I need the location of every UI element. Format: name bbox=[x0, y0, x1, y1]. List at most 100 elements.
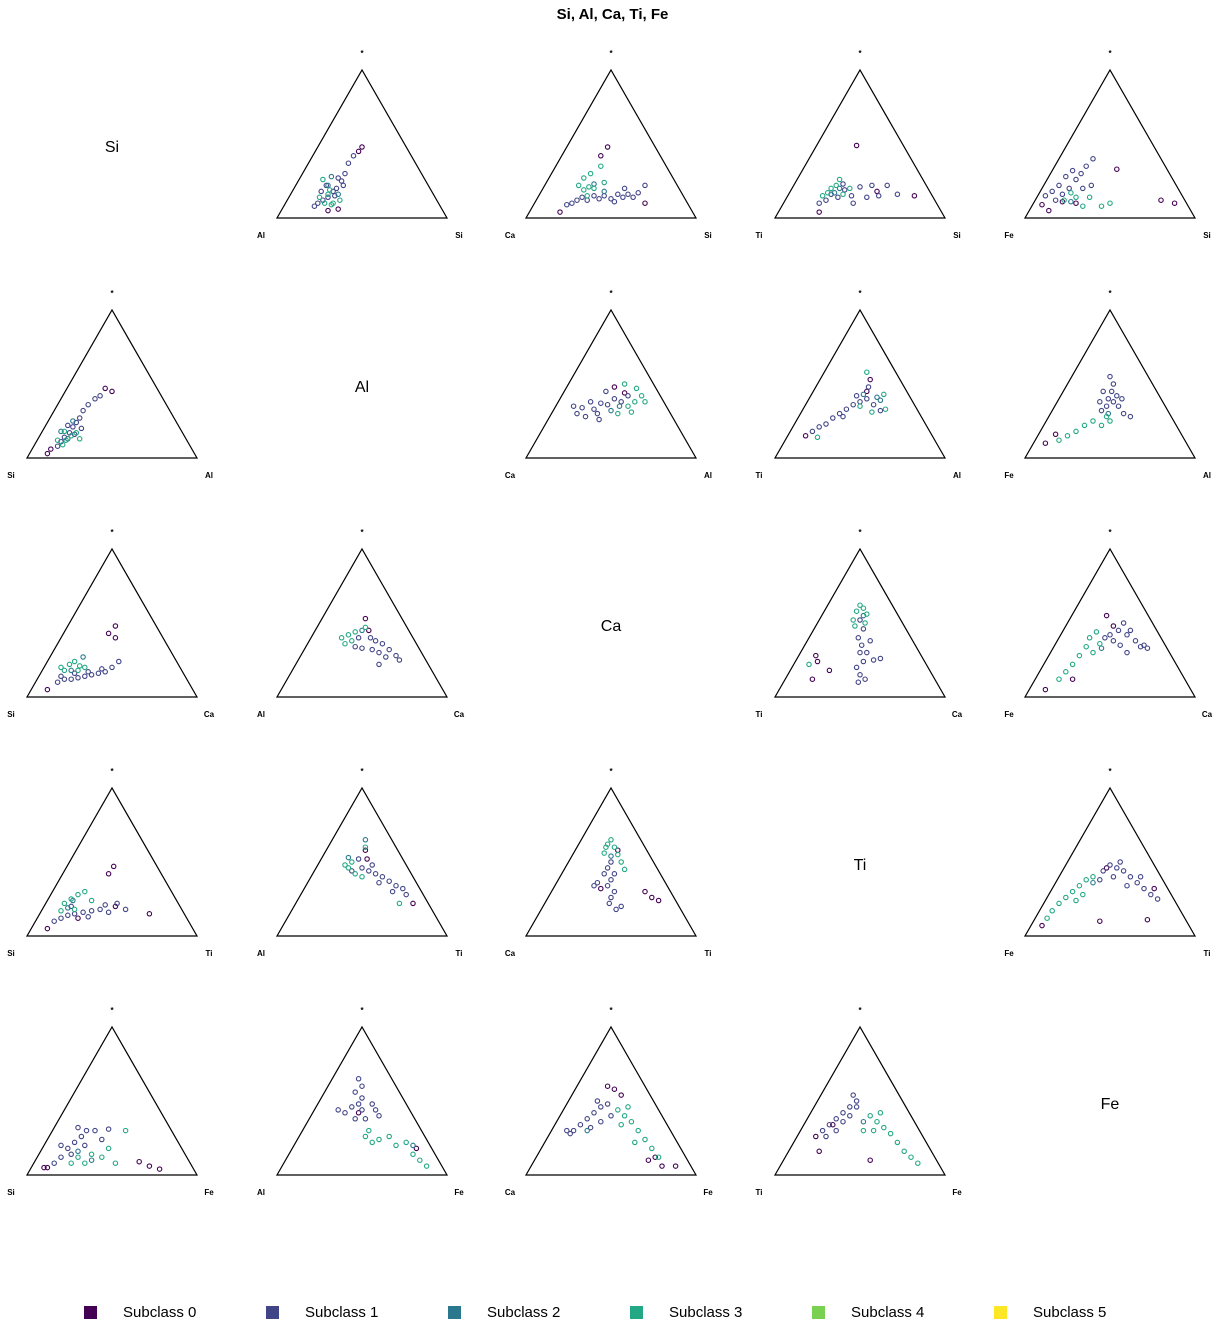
data-point bbox=[833, 1127, 839, 1134]
data-point bbox=[48, 446, 54, 452]
vertex-label-right: Ti bbox=[705, 949, 712, 958]
data-point bbox=[65, 1145, 71, 1152]
data-point bbox=[1068, 190, 1074, 196]
vertex-label-right: Al bbox=[205, 471, 213, 480]
data-point bbox=[316, 194, 323, 201]
data-point bbox=[1171, 200, 1178, 206]
data-point bbox=[826, 667, 833, 674]
data-point bbox=[44, 1164, 51, 1171]
data-point bbox=[102, 385, 108, 392]
data-point bbox=[655, 1154, 662, 1160]
vertex-label-right: Al bbox=[704, 471, 712, 480]
data-point bbox=[860, 658, 867, 665]
data-point bbox=[598, 163, 604, 169]
data-point bbox=[608, 407, 614, 414]
vertex-label-right: Ti bbox=[1204, 949, 1211, 958]
vertex-label-left: Al bbox=[257, 231, 265, 240]
legend-item: Subclass 1 bbox=[266, 1300, 378, 1324]
ternary-triangle bbox=[1023, 308, 1197, 459]
data-point bbox=[611, 1086, 618, 1092]
legend-item: Subclass 0 bbox=[84, 1300, 196, 1324]
data-point bbox=[63, 437, 69, 443]
data-point bbox=[1124, 632, 1130, 638]
data-point bbox=[874, 394, 880, 401]
ternary-panel-ca-si: * Si Ca bbox=[7, 528, 214, 719]
data-point bbox=[1056, 676, 1062, 682]
data-point bbox=[853, 1104, 860, 1110]
data-point bbox=[570, 1127, 577, 1134]
data-point bbox=[359, 874, 365, 880]
data-point bbox=[1090, 649, 1096, 656]
data-point bbox=[342, 170, 348, 177]
data-point bbox=[596, 416, 602, 423]
data-point bbox=[809, 428, 816, 435]
legend-label: Subclass 3 bbox=[669, 1303, 743, 1321]
ternary-panel-ca-al: * Al Ca bbox=[257, 528, 465, 719]
data-point bbox=[1073, 194, 1079, 201]
data-point bbox=[82, 1160, 88, 1166]
data-point bbox=[1144, 645, 1151, 651]
data-point bbox=[672, 1163, 679, 1169]
data-point bbox=[325, 182, 331, 189]
ternary-triangle bbox=[275, 547, 449, 698]
vertex-label-left: Fe bbox=[1004, 471, 1014, 480]
data-point bbox=[1061, 197, 1067, 203]
data-point bbox=[625, 1104, 631, 1110]
data-point bbox=[423, 1163, 430, 1169]
data-point bbox=[604, 1083, 611, 1089]
data-point bbox=[1107, 373, 1113, 380]
data-point bbox=[1064, 433, 1071, 439]
data-point bbox=[393, 882, 399, 889]
data-point bbox=[860, 605, 867, 611]
ternary-panel-ti-ca: * Ca Ti bbox=[505, 767, 712, 958]
data-point bbox=[874, 188, 880, 195]
ternary-panel-fe-ca: * Ca Fe bbox=[505, 1006, 713, 1197]
data-point bbox=[853, 142, 860, 149]
ternary-triangle bbox=[773, 547, 947, 698]
data-point bbox=[1097, 399, 1103, 405]
data-point bbox=[601, 850, 607, 856]
data-point bbox=[1073, 176, 1079, 183]
vertex-label-right: Si bbox=[1203, 231, 1211, 240]
data-point bbox=[1107, 862, 1113, 868]
data-point bbox=[58, 915, 64, 921]
data-point bbox=[860, 391, 867, 398]
data-point bbox=[345, 160, 352, 166]
data-point bbox=[1076, 882, 1083, 889]
data-point bbox=[1127, 413, 1134, 420]
data-point bbox=[1066, 185, 1072, 192]
data-point bbox=[816, 424, 822, 430]
ternary-triangle bbox=[524, 1025, 698, 1176]
data-point bbox=[813, 652, 819, 659]
data-point bbox=[618, 859, 624, 865]
data-point bbox=[877, 1110, 884, 1116]
vertex-label-left: Si bbox=[7, 1188, 15, 1197]
data-point bbox=[95, 670, 102, 677]
data-point bbox=[76, 436, 83, 442]
data-point bbox=[71, 1139, 78, 1146]
data-point bbox=[68, 676, 74, 682]
data-point bbox=[591, 882, 597, 889]
vertex-label-left: Ti bbox=[756, 1188, 763, 1197]
data-point bbox=[870, 401, 877, 408]
data-point bbox=[1052, 197, 1059, 203]
data-point bbox=[618, 1092, 624, 1098]
data-point bbox=[396, 657, 403, 663]
data-point bbox=[350, 153, 357, 159]
ternary-panel-al-si: * Si Al bbox=[7, 289, 213, 480]
data-point bbox=[864, 369, 870, 375]
diagonal-label-al: Al bbox=[355, 379, 369, 396]
data-point bbox=[852, 623, 858, 629]
ternary-triangle bbox=[25, 308, 199, 459]
data-point bbox=[156, 1166, 163, 1172]
legend-swatch bbox=[84, 1305, 97, 1319]
data-point bbox=[75, 1124, 81, 1131]
data-point bbox=[1115, 403, 1122, 409]
data-point bbox=[557, 209, 563, 215]
diagonal-label-si: Si bbox=[105, 139, 119, 156]
vertex-label-left: Ti bbox=[756, 471, 763, 480]
data-point bbox=[349, 868, 355, 874]
data-point bbox=[82, 1142, 88, 1149]
data-point bbox=[604, 401, 611, 408]
data-point bbox=[642, 1136, 648, 1143]
